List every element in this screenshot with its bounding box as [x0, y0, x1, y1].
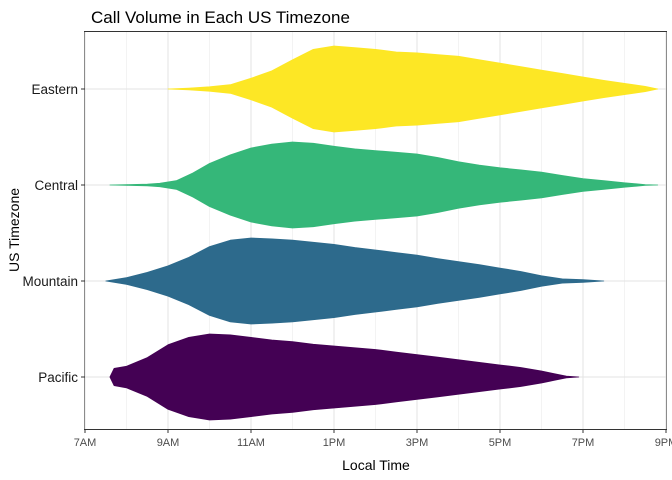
x-tick-label: 11AM [237, 437, 265, 449]
x-axis-title: Local Time [342, 457, 410, 473]
violin-eastern [167, 45, 659, 133]
y-tick-label: Mountain [22, 274, 78, 289]
x-tick-label: 5PM [489, 437, 512, 449]
x-tick-label: 7PM [572, 437, 595, 449]
violin-mountain [105, 237, 605, 325]
x-tick-label: 9AM [157, 437, 180, 449]
violin-pacific [109, 333, 580, 421]
y-tick-label: Central [34, 178, 78, 193]
x-tick-label: 7AM [74, 437, 97, 449]
x-tick-label: 1PM [323, 437, 346, 449]
chart-title: Call Volume in Each US Timezone [91, 8, 350, 27]
x-axis: 7AM 9AM 11AM 1PM 3PM 5PM 7PM 9PM [74, 429, 672, 449]
y-tick-label: Pacific [38, 370, 78, 385]
violin-central [109, 141, 659, 229]
x-tick-label: 3PM [406, 437, 429, 449]
y-axis: Eastern Central Mountain Pacific [22, 82, 85, 385]
y-tick-label: Eastern [31, 82, 78, 97]
x-tick-label: 9PM [655, 437, 672, 449]
y-axis-title: US Timezone [6, 188, 22, 272]
violins [105, 45, 659, 421]
